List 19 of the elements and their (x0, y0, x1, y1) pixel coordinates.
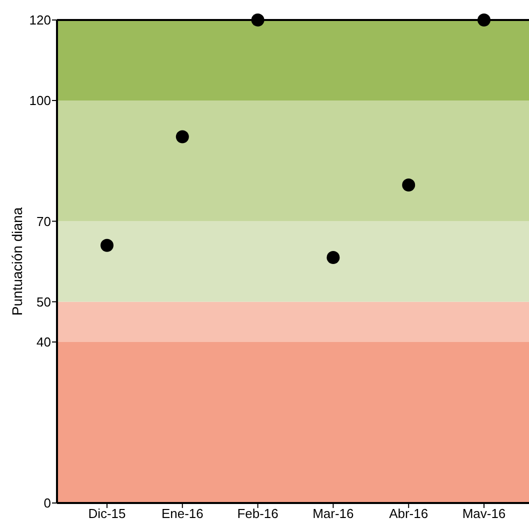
point (326, 250, 340, 264)
point (100, 238, 114, 252)
x-tick-label: Mav-16 (462, 506, 506, 519)
y-tick-label: 40 (36, 334, 51, 350)
point (251, 14, 264, 26)
point (478, 14, 490, 26)
x-tick-label: Feb-16 (237, 506, 278, 519)
x-tick-label: Abr-16 (389, 506, 428, 519)
point (402, 178, 416, 192)
y-axis-title: Puntuación diana (9, 207, 25, 316)
y-tick-label: 100 (29, 93, 51, 108)
y-tick-label: 70 (36, 214, 51, 229)
y-tick-label: 50 (36, 294, 51, 310)
y-tick-label: 0 (44, 496, 51, 511)
point (176, 130, 189, 144)
y-tick-label: 120 (29, 12, 51, 28)
x-tick-label: Dic-15 (88, 506, 126, 519)
x-tick-label: Ene-16 (161, 506, 204, 519)
x-tick-label: Mar-16 (312, 506, 354, 519)
